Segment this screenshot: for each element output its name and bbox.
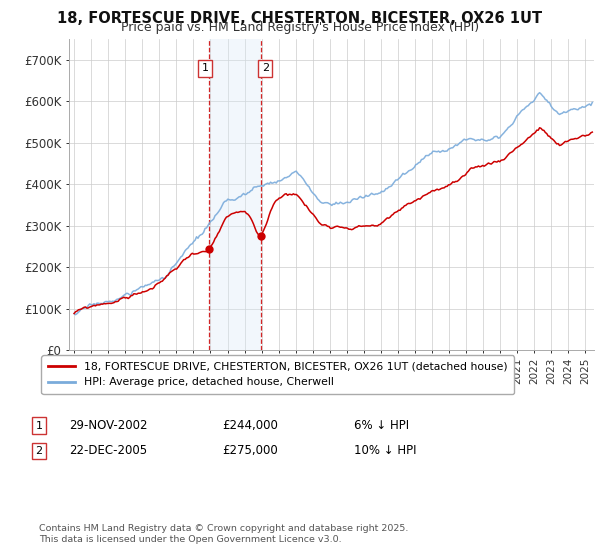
Text: 1: 1	[35, 421, 43, 431]
Text: 10% ↓ HPI: 10% ↓ HPI	[354, 444, 416, 458]
Text: 2: 2	[35, 446, 43, 456]
Text: 22-DEC-2005: 22-DEC-2005	[69, 444, 147, 458]
Text: 29-NOV-2002: 29-NOV-2002	[69, 419, 148, 432]
Text: £275,000: £275,000	[222, 444, 278, 458]
Text: 1: 1	[202, 63, 208, 73]
Text: 2: 2	[262, 63, 269, 73]
Bar	[209, 39, 261, 350]
Legend: 18, FORTESCUE DRIVE, CHESTERTON, BICESTER, OX26 1UT (detached house), HPI: Avera: 18, FORTESCUE DRIVE, CHESTERTON, BICESTE…	[41, 356, 514, 394]
Text: 6% ↓ HPI: 6% ↓ HPI	[354, 419, 409, 432]
Text: £244,000: £244,000	[222, 419, 278, 432]
Text: Price paid vs. HM Land Registry's House Price Index (HPI): Price paid vs. HM Land Registry's House …	[121, 21, 479, 34]
Text: 18, FORTESCUE DRIVE, CHESTERTON, BICESTER, OX26 1UT: 18, FORTESCUE DRIVE, CHESTERTON, BICESTE…	[58, 11, 542, 26]
Text: Contains HM Land Registry data © Crown copyright and database right 2025.
This d: Contains HM Land Registry data © Crown c…	[39, 524, 409, 544]
